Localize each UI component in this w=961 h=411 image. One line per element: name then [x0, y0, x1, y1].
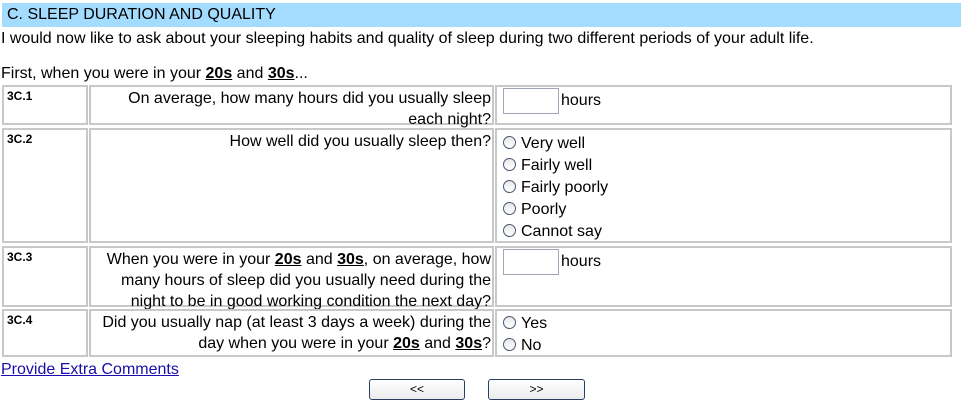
radio-button[interactable]: [503, 338, 516, 351]
radio-option[interactable]: Very well: [500, 133, 950, 155]
previous-button[interactable]: <<: [369, 379, 465, 400]
radio-button[interactable]: [503, 202, 516, 215]
question-text: When you were in your 20s and 30s, on av…: [89, 246, 494, 310]
answer-cell: Yes No: [495, 309, 952, 357]
radio-button[interactable]: [503, 180, 516, 193]
unit-label: hours: [561, 253, 602, 271]
lead-text: First, when you were in your 20s and 30s…: [1, 65, 308, 82]
option-label: Poorly: [521, 201, 567, 218]
radio-option[interactable]: Fairly well: [500, 155, 950, 177]
question-number: 3C.1: [2, 85, 88, 125]
radio-option[interactable]: Fairly poorly: [500, 177, 950, 199]
option-label: Cannot say: [521, 223, 602, 240]
hours-input[interactable]: [503, 249, 559, 275]
option-label: Yes: [521, 315, 548, 332]
radio-button[interactable]: [503, 158, 516, 171]
radio-option[interactable]: Poorly: [500, 199, 950, 221]
unit-label: hours: [561, 92, 602, 110]
answer-cell: hours: [495, 85, 952, 125]
radio-option[interactable]: Yes: [500, 313, 950, 335]
radio-option[interactable]: No: [500, 335, 950, 357]
question-number: 3C.4: [2, 309, 88, 357]
question-text: Did you usually nap (at least 3 days a w…: [89, 309, 494, 357]
hours-input[interactable]: [503, 88, 559, 114]
extra-comments-link[interactable]: Provide Extra Comments: [1, 361, 179, 378]
option-label: No: [521, 337, 542, 354]
radio-button[interactable]: [503, 316, 516, 329]
next-button[interactable]: >>: [488, 379, 585, 400]
radio-option[interactable]: Cannot say: [500, 221, 950, 243]
intro-text: I would now like to ask about your sleep…: [1, 30, 814, 47]
question-number: 3C.2: [2, 128, 88, 243]
option-label: Fairly poorly: [521, 179, 609, 196]
answer-cell: hours: [495, 246, 952, 307]
question-number: 3C.3: [2, 246, 88, 307]
radio-button[interactable]: [503, 224, 516, 237]
question-text: On average, how many hours did you usual…: [89, 85, 494, 128]
radio-button[interactable]: [503, 136, 516, 149]
option-label: Fairly well: [521, 157, 593, 174]
option-label: Very well: [521, 135, 586, 152]
answer-cell: Very well Fairly well Fairly poorly Poor…: [495, 128, 952, 243]
question-text: How well did you usually sleep then?: [89, 128, 494, 243]
section-header: C. SLEEP DURATION AND QUALITY: [2, 3, 961, 27]
